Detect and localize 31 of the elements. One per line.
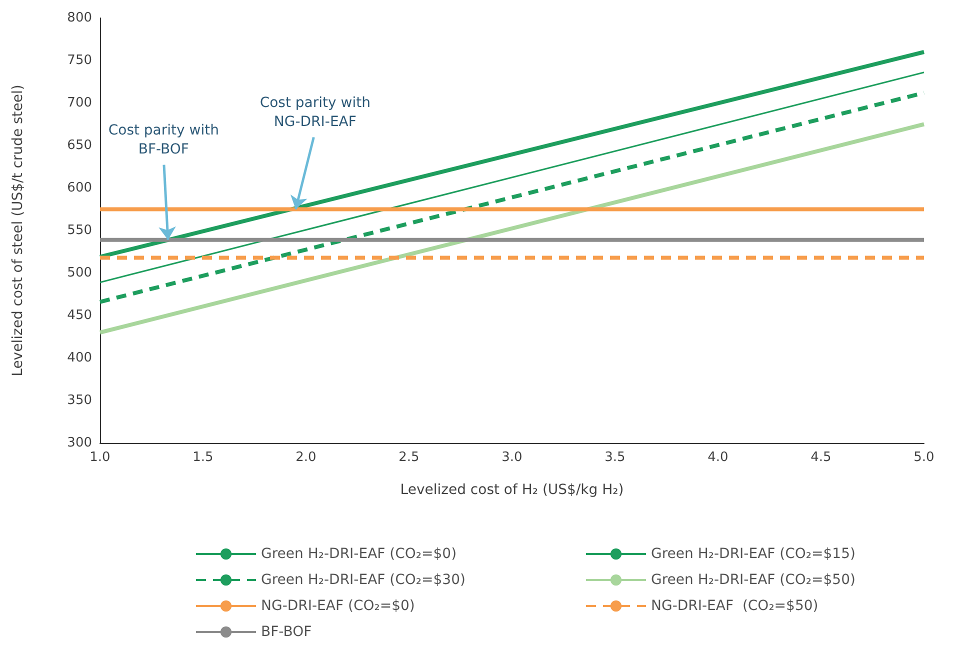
y-axis-title: Levelized cost of steel (US$/t crude steel) — [10, 84, 26, 376]
x-tick-label: 3.0 — [502, 450, 522, 465]
x-tick-label: 1.0 — [90, 450, 110, 465]
x-tick-label: 2.0 — [296, 450, 316, 465]
y-tick-label: 300 — [67, 436, 92, 450]
legend-label: Green H₂-DRI-EAF (CO₂=$30) — [261, 572, 466, 588]
y-tick-label: 350 — [67, 393, 92, 408]
legend-label: Green H₂-DRI-EAF (CO₂=$15) — [651, 546, 856, 562]
legend-label: BF-BOF — [261, 624, 312, 640]
x-tick-label: 1.5 — [192, 450, 214, 465]
x-tick-label: 3.5 — [604, 450, 626, 465]
annotation: Cost parity with BF-BOF — [108, 122, 219, 158]
x-tick-label: 4.0 — [708, 450, 728, 465]
y-tick-label: 700 — [67, 96, 92, 110]
legend-label: Green H₂-DRI-EAF (CO₂=$50) — [651, 572, 856, 588]
y-tick-label: 400 — [67, 350, 92, 366]
legend-label: Green H₂-DRI-EAF (CO₂=$0) — [261, 546, 457, 562]
y-tick-label: 550 — [67, 223, 92, 238]
legend-label: NG-DRI-EAF (CO₂=$50) — [651, 598, 818, 614]
y-tick-label: 600 — [67, 180, 92, 196]
x-tick-label: 2.5 — [398, 450, 420, 465]
x-axis-title: Levelized cost of H₂ (US$/kg H₂) — [400, 482, 624, 498]
legend-label: NG-DRI-EAF (CO₂=$0) — [261, 598, 415, 614]
x-tick-label: 5.0 — [914, 450, 934, 465]
annotation: Cost parity with NG-DRI-EAF — [260, 94, 370, 130]
x-tick-label: 4.5 — [810, 450, 832, 465]
y-tick-label: 500 — [67, 266, 92, 280]
y-tick-label: 650 — [67, 138, 92, 153]
y-tick-label: 750 — [67, 53, 92, 68]
y-tick-label: 800 — [67, 10, 92, 26]
y-tick-label: 450 — [67, 308, 92, 323]
